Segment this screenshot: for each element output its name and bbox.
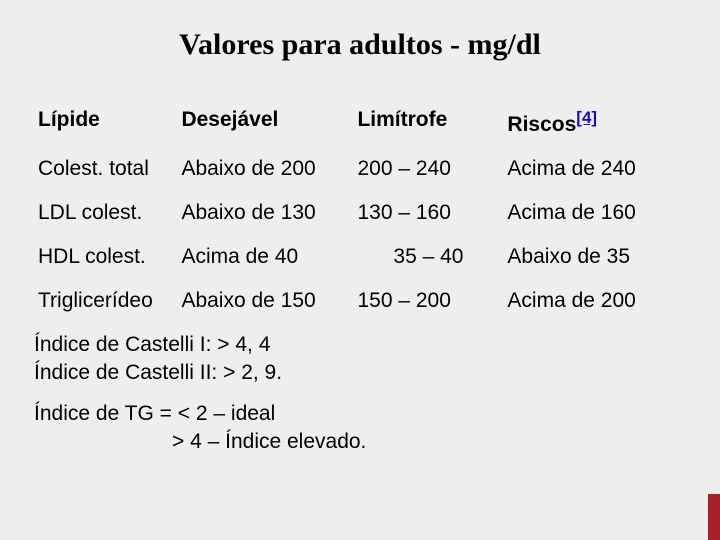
- lipid-values-table: Lípide Desejável Limítrofe Riscos[4] Col…: [34, 98, 686, 323]
- cell-limitrofe: 130 – 160: [353, 191, 503, 235]
- table-header-row: Lípide Desejável Limítrofe Riscos[4]: [34, 98, 686, 147]
- cell-desejavel: Abaixo de 130: [177, 191, 353, 235]
- cell-riscos: Acima de 200: [503, 279, 686, 323]
- slide-page: Valores para adultos - mg/dl Lípide Dese…: [0, 0, 720, 540]
- castelli-2-note: Índice de Castelli II: > 2, 9.: [34, 359, 686, 387]
- cell-riscos: Acima de 160: [503, 191, 686, 235]
- cell-lipide: HDL colest.: [34, 235, 177, 279]
- cell-limitrofe: 200 – 240: [353, 147, 503, 191]
- reference-link[interactable]: [4]: [576, 108, 597, 127]
- cell-riscos: Abaixo de 35: [503, 235, 686, 279]
- cell-limitrofe: 35 – 40: [353, 235, 503, 279]
- table-row: Colest. total Abaixo de 200 200 – 240 Ac…: [34, 147, 686, 191]
- table-row: LDL colest. Abaixo de 130 130 – 160 Acim…: [34, 191, 686, 235]
- castelli-1-note: Índice de Castelli I: > 4, 4: [34, 331, 686, 359]
- cell-lipide: Colest. total: [34, 147, 177, 191]
- tg-note-line1: Índice de TG = < 2 – ideal: [34, 400, 686, 428]
- col-desejavel: Desejável: [177, 98, 353, 147]
- index-notes: Índice de Castelli I: > 4, 4 Índice de C…: [34, 331, 686, 456]
- col-riscos-label: Riscos: [507, 113, 576, 136]
- col-riscos: Riscos[4]: [503, 98, 686, 147]
- cell-desejavel: Acima de 40: [177, 235, 353, 279]
- col-limitrofe: Limítrofe: [353, 98, 503, 147]
- cell-riscos: Acima de 240: [503, 147, 686, 191]
- table-row: HDL colest. Acima de 40 35 – 40 Abaixo d…: [34, 235, 686, 279]
- cell-desejavel: Abaixo de 200: [177, 147, 353, 191]
- cell-lipide: LDL colest.: [34, 191, 177, 235]
- cell-desejavel: Abaixo de 150: [177, 279, 353, 323]
- cell-lipide: Triglicerídeo: [34, 279, 177, 323]
- col-lipide: Lípide: [34, 98, 177, 147]
- cell-limitrofe: 150 – 200: [353, 279, 503, 323]
- tg-note-line2: > 4 – Índice elevado.: [34, 428, 686, 456]
- accent-bar: [708, 494, 720, 540]
- page-title: Valores para adultos - mg/dl: [34, 28, 686, 62]
- table-row: Triglicerídeo Abaixo de 150 150 – 200 Ac…: [34, 279, 686, 323]
